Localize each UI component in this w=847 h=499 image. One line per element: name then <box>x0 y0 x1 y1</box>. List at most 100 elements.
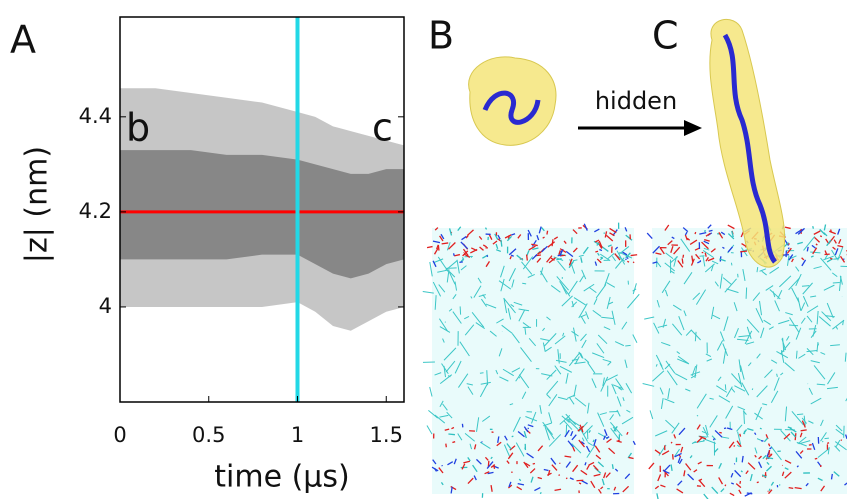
head-group <box>703 240 710 245</box>
head-group <box>597 461 605 468</box>
lipid-tail <box>530 411 537 424</box>
lipid-tail <box>528 338 537 347</box>
lipid-tail <box>572 259 578 262</box>
lipid-tail <box>467 386 474 395</box>
lipid-tail <box>546 380 559 395</box>
lipid-tail <box>756 385 768 398</box>
lipid-tail <box>460 265 467 271</box>
lipid-tail <box>676 351 681 355</box>
head-group <box>670 464 673 471</box>
head-group <box>794 487 802 490</box>
head-group <box>685 463 692 471</box>
lipid-tail <box>556 276 569 291</box>
head-group <box>742 429 748 435</box>
lipid-tail <box>666 370 678 386</box>
lipid-tail <box>664 363 671 370</box>
lipid-tail <box>741 382 750 396</box>
x-tick-label: 1.5 <box>370 423 403 447</box>
lipid-tail <box>606 296 611 309</box>
lipid-tail <box>834 441 847 451</box>
head-group <box>728 441 735 449</box>
head-group <box>460 258 465 263</box>
lipid-tail <box>719 273 723 289</box>
lipid-tail <box>565 413 577 426</box>
lipid-tail <box>557 349 560 364</box>
head-group <box>537 476 543 480</box>
lipid-tail <box>690 371 701 376</box>
lipid-tail <box>510 304 515 308</box>
lipid-tail <box>543 333 557 347</box>
head-group <box>557 254 562 257</box>
panel-label: A <box>10 18 36 62</box>
head-group <box>806 246 809 252</box>
head-group <box>795 450 803 459</box>
head-group <box>784 459 792 464</box>
head-group <box>769 446 772 450</box>
lipid-tail <box>548 394 558 407</box>
head-group <box>784 467 789 471</box>
head-group <box>439 235 444 242</box>
head-group <box>451 426 455 430</box>
lipid-tail <box>559 281 571 297</box>
lipid-tail <box>780 429 791 442</box>
head-group <box>576 479 584 482</box>
lipid-tail <box>664 262 676 272</box>
head-group <box>613 426 618 432</box>
head-group <box>492 464 496 470</box>
head-group <box>622 251 628 256</box>
lipid-tail <box>824 437 829 440</box>
lipid-tail <box>607 361 612 366</box>
lipid-tail <box>642 383 655 387</box>
head-group <box>556 257 562 261</box>
head-group <box>786 247 792 254</box>
lipid-tail <box>500 278 505 292</box>
lipid-tail <box>759 268 767 272</box>
lipid-tail <box>597 412 605 427</box>
head-group <box>472 464 478 473</box>
head-group <box>708 229 713 232</box>
head-group <box>625 234 633 241</box>
head-group <box>768 449 771 456</box>
lipid-tail <box>557 396 568 401</box>
lipid-tail <box>587 402 590 414</box>
lipid-tail <box>512 416 521 432</box>
lipid-tail <box>550 285 561 293</box>
lipid-tail <box>503 298 508 314</box>
head-group <box>687 473 695 481</box>
lipid-tail <box>803 236 816 251</box>
head-group <box>817 477 823 482</box>
lipid-tail <box>725 386 733 398</box>
head-group <box>444 428 450 431</box>
lipid-tail <box>795 273 802 287</box>
lipid-tail <box>776 350 789 359</box>
lipid-tail <box>618 387 623 391</box>
head-group <box>532 247 539 250</box>
lipid-tail <box>632 288 637 292</box>
head-group <box>731 230 734 238</box>
head-group <box>724 484 727 487</box>
head-group <box>671 236 675 240</box>
lipid-tail <box>742 269 746 281</box>
head-group <box>740 250 748 253</box>
lipid-tail <box>444 321 446 323</box>
lipid-tail <box>712 314 721 320</box>
lipid-tail <box>816 310 819 325</box>
head-group <box>572 229 578 235</box>
head-group <box>607 244 612 248</box>
lipid-tail <box>579 352 584 359</box>
head-group <box>547 241 556 248</box>
head-group <box>722 246 725 250</box>
head-group <box>686 237 691 241</box>
lipid-tail <box>709 415 718 428</box>
head-group <box>531 243 538 247</box>
lipid-tail <box>441 363 449 375</box>
head-group <box>494 233 499 240</box>
head-group <box>527 229 532 237</box>
lipid-tail <box>788 277 801 291</box>
lipid-tail <box>768 326 774 330</box>
head-group <box>758 455 762 460</box>
head-group <box>608 447 616 455</box>
lipid-tail <box>719 331 725 342</box>
head-group <box>788 254 794 261</box>
head-group <box>586 464 590 470</box>
